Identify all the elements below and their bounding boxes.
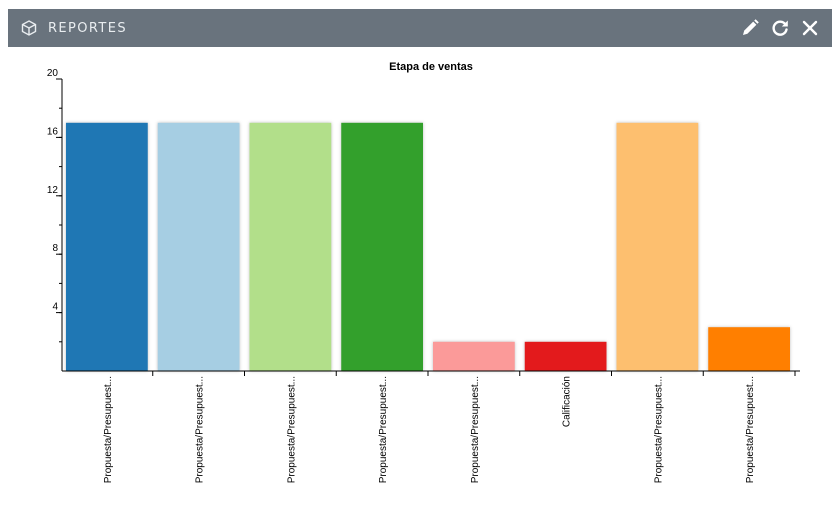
x-tick-label: Propuesta/Presupuest...: [653, 376, 664, 483]
bar[interactable]: [708, 327, 790, 371]
close-icon[interactable]: [800, 18, 820, 38]
pencil-icon[interactable]: [740, 18, 760, 38]
x-tick-label: Propuesta/Presupuest...: [470, 376, 481, 483]
panel-title: REPORTES: [48, 20, 128, 36]
x-axis: Propuesta/Presupuest... Propuesta/Presupu…: [62, 370, 800, 483]
bar[interactable]: [524, 341, 607, 371]
bar[interactable]: [157, 122, 240, 371]
x-tick-label: Propuesta/Presupuest...: [103, 376, 114, 483]
bar-chart: Etapa de ventas 4 8 12 16 20 Propuesta/Presu…: [47, 61, 800, 483]
y-tick-label: 8: [52, 243, 58, 254]
bar[interactable]: [616, 122, 699, 371]
cube-icon: [20, 19, 38, 37]
y-tick-label: 4: [52, 302, 58, 313]
y-tick-label: 16: [47, 126, 59, 137]
x-tick-label: Propuesta/Presupuest...: [195, 376, 206, 483]
panel-tools: [740, 18, 820, 38]
bars-group: [66, 122, 790, 371]
x-tick-label: Propuesta/Presupuest...: [286, 376, 297, 483]
x-tick-label: Propuesta/Presupuest...: [745, 376, 756, 483]
bar[interactable]: [433, 341, 515, 371]
bar[interactable]: [341, 122, 423, 371]
x-tick-label: Calificación: [562, 376, 573, 427]
bar[interactable]: [66, 122, 148, 371]
bar[interactable]: [249, 122, 332, 371]
x-tick-label: Propuesta/Presupuest...: [378, 376, 389, 483]
y-tick-label: 20: [47, 68, 59, 79]
chart-title: Etapa de ventas: [389, 61, 473, 73]
y-tick-label: 12: [47, 185, 59, 196]
y-axis: 4 8 12 16 20: [47, 68, 63, 371]
panel-header: REPORTES: [8, 9, 832, 47]
refresh-icon[interactable]: [770, 18, 790, 38]
